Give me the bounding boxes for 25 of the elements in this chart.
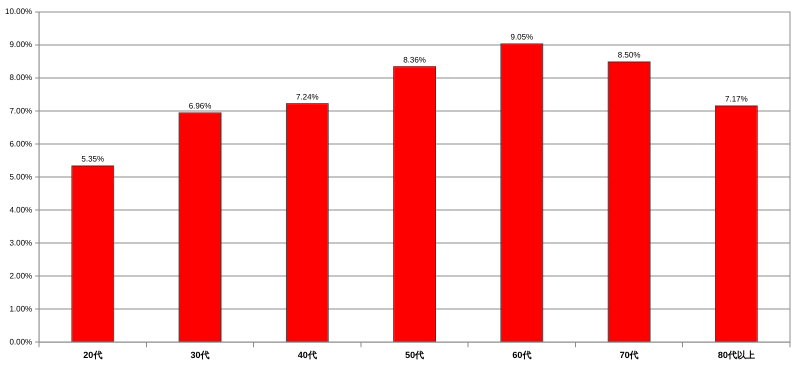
y-tick-label: 9.00% <box>9 40 32 50</box>
y-tick-label: 8.00% <box>9 73 32 82</box>
x-tick-label: 80代以上 <box>718 350 755 360</box>
data-label: 6.96% <box>188 102 212 111</box>
y-tick-label: 4.00% <box>9 205 32 214</box>
y-tick-label: 10.00% <box>4 7 32 16</box>
data-label: 5.35% <box>81 154 104 164</box>
x-tick-label: 30代 <box>190 350 210 360</box>
x-tick-label: 20代 <box>83 350 102 360</box>
data-label: 9.05% <box>510 32 534 42</box>
y-tick-label: 6.00% <box>9 139 32 148</box>
x-tick-label: 60代 <box>512 350 532 360</box>
x-tick-label: 40代 <box>298 350 317 360</box>
data-label: 7.17% <box>725 94 748 104</box>
data-label: 8.50% <box>618 50 640 60</box>
y-tick-label: 2.00% <box>9 271 32 280</box>
y-tick-label: 0.00% <box>9 337 32 346</box>
y-tick-label: 5.00% <box>9 172 32 182</box>
y-tick-label: 7.00% <box>9 106 32 116</box>
x-tick-label: 50代 <box>405 350 424 360</box>
data-label: 7.24% <box>296 92 319 102</box>
x-tick-label: 70代 <box>620 350 639 360</box>
y-tick-label: 1.00% <box>9 304 32 314</box>
y-tick-label: 3.00% <box>9 238 32 248</box>
data-label: 8.36% <box>403 55 426 64</box>
